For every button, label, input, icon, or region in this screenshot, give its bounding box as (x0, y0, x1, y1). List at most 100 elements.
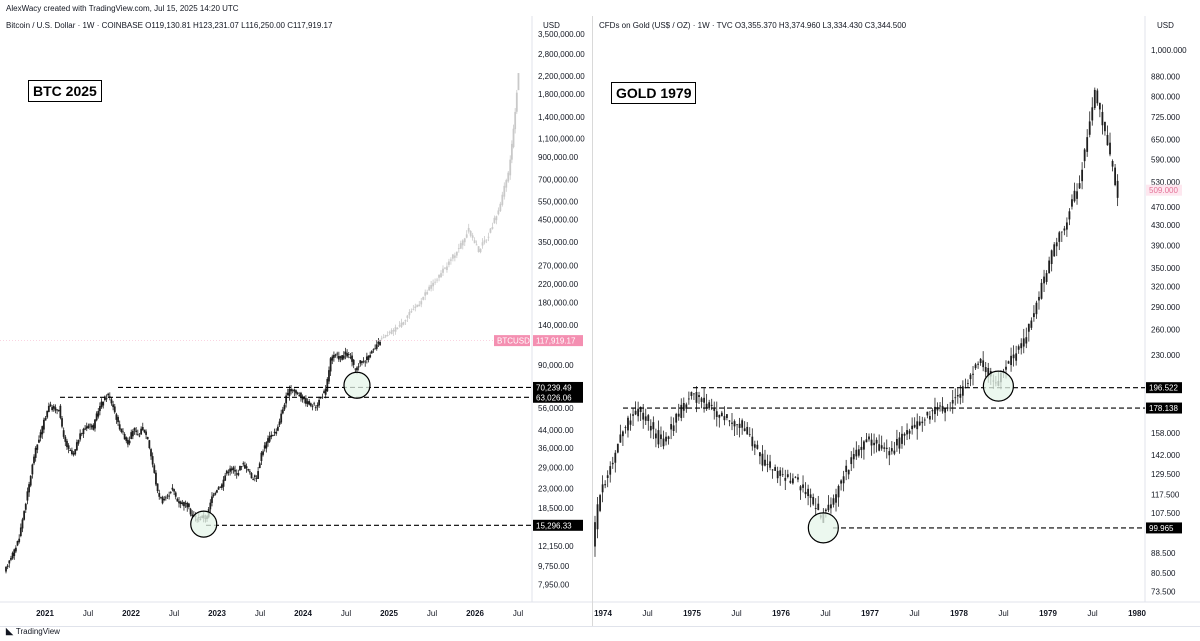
candle (781, 474, 784, 476)
candle (240, 466, 243, 468)
x-tick-label: 1977 (861, 609, 879, 618)
candle (138, 435, 141, 437)
candle (885, 447, 888, 449)
y-tick-label: 700,000.00 (538, 176, 579, 185)
candle (189, 508, 192, 515)
candle (596, 504, 599, 530)
projection-candle (386, 335, 389, 336)
candle (977, 363, 979, 365)
level-price-tag (1146, 522, 1182, 534)
gold-chart[interactable]: 73.500 80.500 88.500 107.500 117.500 129.500 1… (593, 16, 1200, 626)
candle (324, 388, 327, 395)
candle (857, 449, 860, 456)
y-tick-label: 158.000 (1151, 429, 1180, 438)
candle (351, 355, 353, 362)
y-tick-label: 73.500 (1151, 588, 1176, 597)
candle (356, 367, 358, 371)
candle (61, 418, 63, 427)
candle (19, 527, 22, 537)
level-price-label: 63,026.06 (536, 393, 572, 402)
projection-candle (451, 254, 454, 259)
candle (131, 430, 134, 437)
candle (817, 503, 820, 510)
x-tick-label: Jul (1087, 609, 1097, 618)
x-tick-label: Jul (909, 609, 919, 618)
candle (47, 405, 50, 412)
candle (74, 449, 77, 455)
candle (163, 499, 166, 501)
projection-candle (394, 327, 397, 332)
projection-candle (444, 267, 446, 269)
candle (786, 474, 789, 477)
candle (883, 447, 886, 449)
candle (85, 426, 88, 429)
gold-chart-pane[interactable]: 73.500 80.500 88.500 107.500 117.500 129.500 1… (593, 16, 1200, 626)
symbol-tag (494, 335, 530, 347)
candle (125, 437, 128, 442)
candle (100, 401, 103, 408)
candle (622, 431, 624, 437)
symbol-label: BTCUSD (497, 337, 530, 346)
candle (169, 492, 172, 494)
candle (97, 411, 100, 417)
candle (634, 410, 637, 415)
candle (291, 389, 294, 391)
candle (827, 504, 830, 511)
last-price-label: 117,919.17 (536, 337, 576, 346)
candle (1081, 169, 1084, 182)
projection-candle (390, 330, 393, 335)
candle (71, 450, 73, 454)
candle (1060, 231, 1063, 233)
btc-chart-pane[interactable]: 7,950.00 9,750.00 12,150.00 18,500.00 23,000… (0, 16, 592, 626)
candle (606, 475, 609, 478)
y-tick-label: 44,000.00 (538, 426, 574, 435)
candle (273, 431, 276, 433)
level-price-tag (533, 519, 583, 531)
footer-separator (0, 626, 1200, 627)
candle (247, 469, 250, 471)
projection-candle (507, 172, 510, 182)
candle (354, 368, 357, 370)
candle (1063, 228, 1066, 231)
candle (961, 386, 964, 396)
candle (155, 472, 157, 485)
y-tick-label: 36,000.00 (538, 444, 574, 453)
candle (87, 425, 90, 428)
candle (105, 398, 108, 400)
candle (1038, 296, 1040, 301)
tradingview-brand: TradingView (15, 627, 60, 636)
level-price-tag (1146, 402, 1182, 414)
candle (211, 496, 213, 503)
y-tick-label: 107.500 (1151, 509, 1180, 518)
candle (69, 450, 72, 451)
y-tick-label: 18,500.00 (538, 504, 574, 513)
candle (967, 383, 969, 384)
candle (242, 463, 245, 465)
x-tick-label: 1978 (950, 609, 968, 618)
x-tick-label: Jul (731, 609, 741, 618)
candle (66, 440, 68, 448)
btc-chart[interactable]: 7,950.00 9,750.00 12,150.00 18,500.00 23,000… (0, 16, 592, 626)
candle (225, 470, 228, 474)
candle (903, 433, 906, 436)
projection-candle (396, 328, 399, 329)
candle (847, 469, 850, 475)
projection-candle (491, 227, 494, 229)
candle (830, 504, 832, 509)
candle (779, 470, 782, 476)
candle (609, 466, 612, 475)
candle (1091, 107, 1094, 121)
candle (341, 355, 344, 360)
candle (1027, 323, 1030, 332)
candle (670, 424, 673, 430)
candle (11, 552, 14, 559)
candle (1065, 222, 1068, 230)
candle (672, 425, 675, 431)
candle (370, 351, 373, 354)
candle (1053, 244, 1056, 257)
candle (1025, 337, 1028, 344)
candle (133, 427, 136, 431)
projection-candle (463, 238, 466, 243)
candle (654, 433, 657, 439)
candle (216, 490, 218, 493)
